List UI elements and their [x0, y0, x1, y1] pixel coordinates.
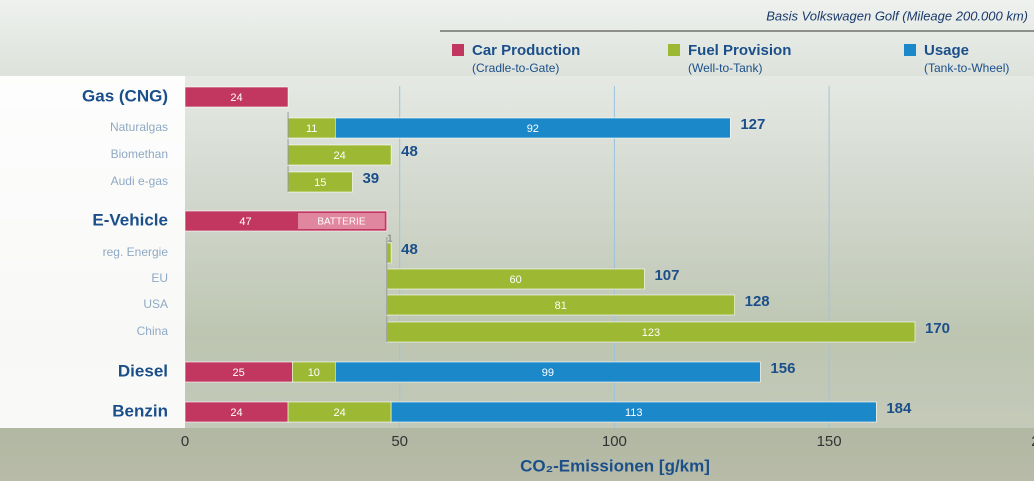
value-label: 24	[230, 407, 242, 419]
value-label: 1	[387, 234, 393, 245]
legend-label: Usage	[924, 42, 969, 59]
value-label: 60	[510, 274, 522, 286]
legend-note: (Cradle-to-Gate)	[472, 61, 559, 75]
total-label: 107	[654, 267, 679, 284]
total-label: 128	[745, 293, 770, 310]
x-tick-label: 150	[817, 433, 842, 450]
total-label: 48	[401, 241, 418, 258]
category-label: reg. Energie	[103, 245, 169, 259]
bar-segment	[386, 242, 392, 264]
category-header: Benzin	[112, 401, 168, 420]
category-label: Naturalgas	[110, 120, 168, 134]
total-label: 156	[770, 360, 795, 377]
total-label: 184	[886, 400, 912, 417]
legend-swatch	[904, 44, 916, 56]
value-label: 47	[239, 216, 251, 228]
label-panel	[0, 76, 185, 428]
value-label: 92	[527, 123, 539, 135]
value-label: 24	[333, 407, 345, 419]
legend-label: Car Production	[472, 42, 580, 59]
value-label: 11	[306, 123, 317, 135]
value-label: 81	[555, 300, 567, 312]
x-axis-label: CO₂-Emissionen [g/km]	[520, 456, 710, 475]
bar-segment	[334, 117, 731, 139]
value-label: 15	[314, 177, 326, 189]
legend-note: (Tank-to-Wheel)	[924, 61, 1009, 75]
category-label: EU	[151, 271, 168, 285]
category-header: Gas (CNG)	[82, 86, 168, 105]
category-label: China	[137, 324, 169, 338]
value-label: 113	[625, 407, 643, 419]
x-tick-label: 0	[181, 433, 189, 450]
total-label: 127	[740, 116, 765, 133]
bar-segment	[184, 86, 289, 108]
annotation: Basis Volkswagen Golf (Mileage 200.000 k…	[766, 8, 1028, 23]
inner-label: BATTERIE	[317, 217, 365, 228]
category-label: Biomethan	[111, 147, 168, 161]
legend-swatch	[668, 44, 680, 56]
total-label: 39	[362, 170, 379, 187]
x-tick-label: 50	[391, 433, 408, 450]
category-header: Diesel	[118, 361, 168, 380]
value-label: 24	[333, 150, 345, 162]
value-label: 10	[308, 367, 320, 379]
value-label: 123	[642, 327, 660, 339]
total-label: 170	[925, 320, 950, 337]
category-header: E-Vehicle	[92, 210, 168, 229]
x-tick-label: 200	[1031, 433, 1034, 450]
legend-note: (Well-to-Tank)	[688, 61, 762, 75]
category-label: Audi e-gas	[111, 174, 168, 188]
bar-segment	[334, 361, 761, 383]
x-tick-label: 100	[602, 433, 627, 450]
value-label: 24	[230, 92, 242, 104]
legend-label: Fuel Provision	[688, 42, 791, 59]
category-label: USA	[143, 297, 168, 311]
inner-label-box	[298, 213, 385, 229]
value-label: 25	[233, 367, 245, 379]
bar-segment	[390, 401, 877, 423]
legend-swatch	[452, 44, 464, 56]
value-label: 99	[542, 367, 554, 379]
total-label: 48	[401, 143, 418, 160]
